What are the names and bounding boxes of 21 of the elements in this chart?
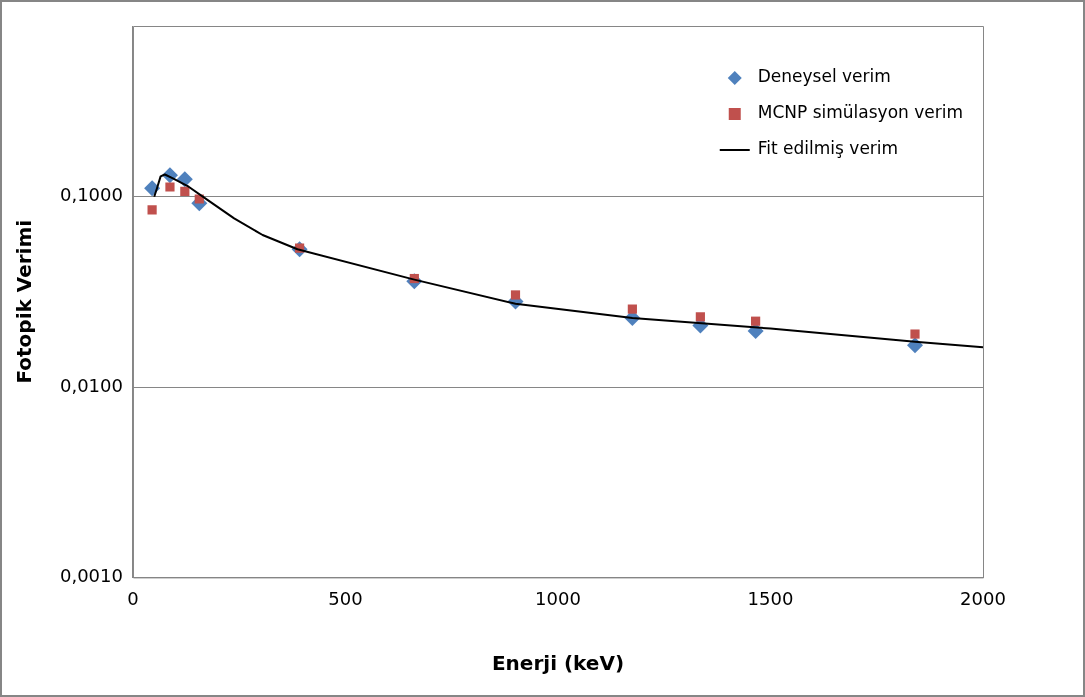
point — [147, 205, 157, 215]
point — [910, 329, 920, 339]
x-tick-label: 1000 — [535, 587, 581, 609]
legend-label: Deneysel verim — [757, 66, 891, 87]
y-tick-label: 0,0100 — [60, 374, 123, 396]
y-tick-label: 0,1000 — [60, 184, 123, 206]
legend-label: MCNP simülasyon verim — [757, 102, 964, 123]
point — [751, 316, 761, 326]
x-tick-label: 0 — [127, 587, 139, 609]
x-tick-label: 500 — [328, 587, 363, 609]
x-axis-title: Enerji (keV) — [491, 651, 625, 676]
point — [695, 312, 705, 322]
point — [180, 186, 190, 196]
x-tick-label: 2000 — [960, 587, 1006, 609]
x-tick-label: 1500 — [747, 587, 794, 609]
legend-label: Fit edilmiş verim — [757, 138, 899, 159]
point — [510, 290, 521, 300]
y-axis-title: Fotopik Verimi — [12, 219, 37, 384]
point — [627, 304, 637, 314]
y-tick-label: 0,0010 — [60, 565, 123, 587]
point — [165, 182, 175, 192]
